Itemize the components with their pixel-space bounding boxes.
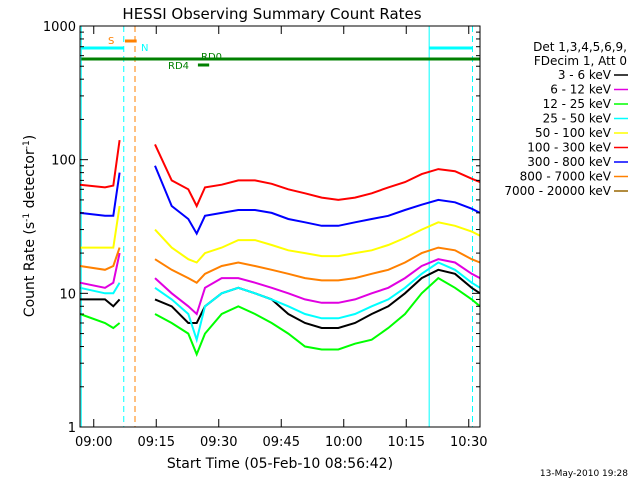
series-line (79, 276, 481, 357)
x-axis-label: Start Time (05-Feb-10 08:56:42) (167, 456, 393, 472)
rd0-flag-label: RD0 (201, 52, 222, 63)
legend-entry-label: 7000 - 20000 keV (504, 184, 611, 198)
legend-entry-label: 6 - 12 keV (550, 83, 612, 97)
y-axis-label-sup: -1 (22, 213, 32, 222)
legend-entry-label: 12 - 25 keV (543, 97, 612, 111)
y-axis: 1 10 100 1000 (43, 20, 480, 436)
saa-flag-label: S (108, 36, 114, 47)
legend: Det 1,3,4,5,6,9, FDecim 1, Att 0 3 - 6 k… (504, 40, 628, 198)
y-tick-label: 10 (59, 287, 76, 302)
series-line (79, 246, 481, 284)
series-line (79, 165, 481, 236)
y-axis-label-part: ) (22, 135, 38, 140)
y-axis-label-part: detector (22, 149, 38, 213)
legend-entry-label: 100 - 300 keV (527, 141, 611, 155)
plot-area: S N RD0 RD4 (79, 26, 481, 427)
y-tick-label: 100 (51, 154, 76, 169)
x-tick-label: 09:00 (75, 435, 112, 450)
chart-title: HESSI Observing Summary Count Rates (122, 5, 421, 23)
y-axis-label-sup: -1 (22, 140, 32, 149)
x-tick-label: 10:00 (325, 435, 362, 450)
series-line (80, 268, 481, 329)
series-line (80, 205, 481, 264)
rd4-flag-label: RD4 (168, 61, 189, 72)
x-tick-label: 10:15 (388, 435, 425, 450)
legend-header-line: FDecim 1, Att 0 (534, 54, 627, 68)
x-tick-label: 10:30 (450, 435, 487, 450)
x-tick-label: 09:30 (200, 435, 237, 450)
y-axis-label-part: Count Rate (s (22, 222, 38, 317)
legend-entry-label: 50 - 100 keV (535, 126, 612, 140)
legend-header-line: Det 1,3,4,5,6,9, (533, 40, 627, 54)
y-axis-label: Count Rate (s-1 detector-1) (22, 135, 38, 317)
x-axis: 09:00 09:15 09:30 09:45 10:00 10:15 10:30 (75, 26, 487, 450)
legend-entry-label: 3 - 6 keV (558, 68, 612, 82)
series-line (79, 139, 481, 209)
render-timestamp: 13-May-2010 19:28 (540, 469, 628, 479)
y-tick-label: 1 (68, 421, 76, 436)
plot-frame (79, 25, 481, 428)
night-flag-label: N (141, 43, 148, 54)
series-line (79, 261, 481, 344)
y-tick-label: 1000 (43, 20, 76, 35)
series-line (79, 252, 481, 316)
x-tick-label: 09:45 (263, 435, 300, 450)
legend-entry-label: 800 - 7000 keV (520, 170, 612, 184)
legend-entry-label: 300 - 800 keV (527, 155, 611, 169)
x-tick-label: 09:15 (138, 435, 175, 450)
legend-entry-label: 25 - 50 keV (543, 112, 612, 126)
